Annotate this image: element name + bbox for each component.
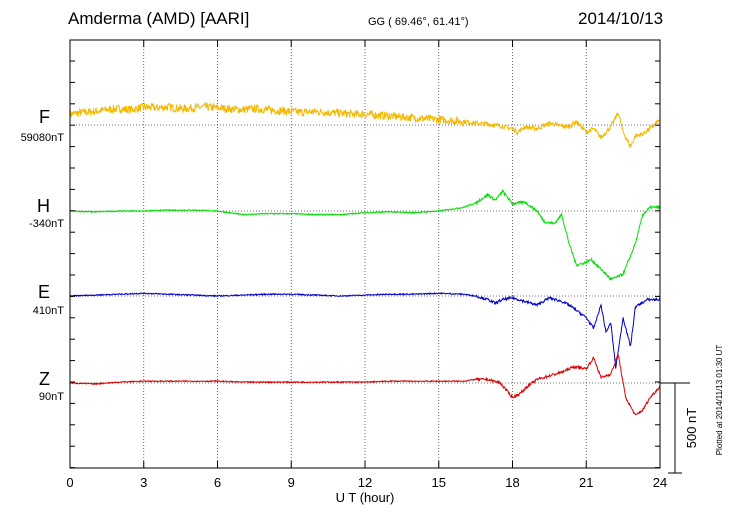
x-tick-label-15: 15 <box>432 475 446 490</box>
x-tick-label-6: 6 <box>214 475 221 490</box>
x-tick-label-12: 12 <box>358 475 372 490</box>
series-line-z <box>69 354 661 416</box>
label-z: Z <box>39 369 50 389</box>
baseline-z: 90nT <box>38 391 64 403</box>
station-title: Amderma (AMD) [AARI] <box>68 9 250 28</box>
series-line-f <box>69 101 661 148</box>
plot-date: 2014/10/13 <box>578 9 664 28</box>
x-tick-label-0: 0 <box>66 475 73 490</box>
series-line-h <box>69 188 661 281</box>
x-tick-label-3: 3 <box>140 475 147 490</box>
baseline-h: -340nT <box>29 218 64 230</box>
scale-bar-label: 500 nT <box>684 408 699 449</box>
series-line-e <box>69 291 661 369</box>
x-tick-label-24: 24 <box>653 475 667 490</box>
label-h: H <box>37 196 50 216</box>
x-axis-label: U T (hour) <box>336 490 395 505</box>
x-tick-label-21: 21 <box>579 475 593 490</box>
x-tick-label-9: 9 <box>288 475 295 490</box>
baseline-f: 59080nT <box>20 132 64 144</box>
label-f: F <box>39 107 50 127</box>
label-e: E <box>37 282 50 302</box>
plotted-at-note: Plotted at 2014/11/13 01:30 UT <box>715 345 724 456</box>
baseline-e: 410nT <box>32 305 64 317</box>
x-tick-label-18: 18 <box>505 475 519 490</box>
station-coordinates: GG ( 69.46°, 61.41°) <box>368 16 469 28</box>
